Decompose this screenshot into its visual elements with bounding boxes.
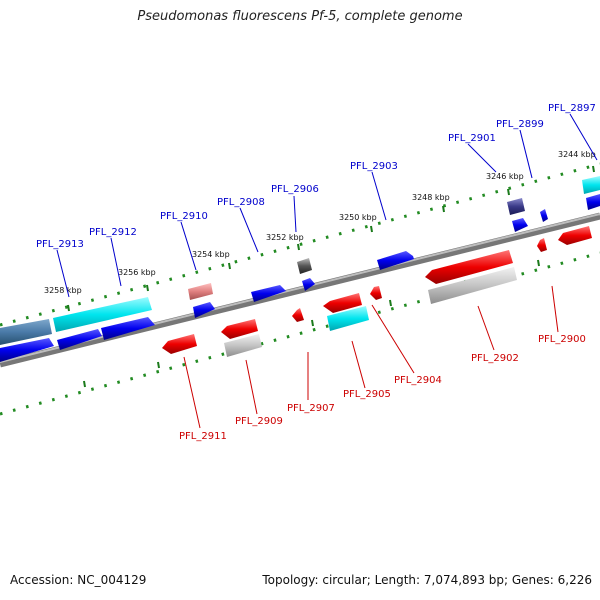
gene-arrow-PFL_2912[interactable] xyxy=(53,297,152,332)
gene-arrow-PFL_2904[interactable] xyxy=(370,286,382,300)
kbp-label-3244: 3244 kbp xyxy=(558,150,596,159)
forward-genes xyxy=(0,176,600,362)
gene-label-PFL_2902[interactable]: PFL_2902 xyxy=(471,353,519,364)
reverse-gene-labels: PFL_2900 PFL_2902 PFL_2904 PFL_2905 PFL_… xyxy=(179,334,586,442)
gene-arrow-PFL_2908[interactable] xyxy=(251,285,286,302)
gene-label-PFL_2909[interactable]: PFL_2909 xyxy=(235,416,283,427)
gene-arrow-PFL_2902-b[interactable] xyxy=(428,267,517,304)
gene-arrow-PFL_2897-b[interactable] xyxy=(586,194,600,210)
gene-label-PFL_2910[interactable]: PFL_2910 xyxy=(160,211,208,222)
major-ticks xyxy=(67,165,595,388)
gene-arrow-PFL_2906-b[interactable] xyxy=(302,278,315,291)
gene-label-PFL_2904[interactable]: PFL_2904 xyxy=(394,375,442,386)
gene-arrow-PFL_2913[interactable] xyxy=(0,319,52,345)
gene-arrow-PFL_2913-b[interactable] xyxy=(57,329,102,350)
genome-backbone xyxy=(0,212,600,368)
gene-arrow-PFL_2909[interactable] xyxy=(221,319,258,339)
gene-label-PFL_2908[interactable]: PFL_2908 xyxy=(217,197,265,208)
gene-label-PFL_2911[interactable]: PFL_2911 xyxy=(179,431,227,442)
gene-label-PFL_2905[interactable]: PFL_2905 xyxy=(343,389,391,400)
gene-arrow-PFL_2909-b[interactable] xyxy=(224,334,262,357)
gene-arrow-PFL_2897[interactable] xyxy=(582,176,600,194)
gene-label-PFL_2897[interactable]: PFL_2897 xyxy=(548,103,596,114)
gene-arrow-PFL_2907[interactable] xyxy=(292,308,304,322)
kbp-label-3252: 3252 kbp xyxy=(266,233,304,242)
genome-summary-text: Topology: circular; Length: 7,074,893 bp… xyxy=(262,573,592,587)
forward-callouts xyxy=(56,113,598,298)
gene-arrow-PFL_2905[interactable] xyxy=(323,293,362,313)
reverse-genes xyxy=(162,226,592,357)
gene-arrow-PFL_2900-b[interactable] xyxy=(537,238,547,252)
gene-arrow-PFL_2902[interactable] xyxy=(425,250,513,284)
gene-arrow-PFL_2901[interactable] xyxy=(507,198,525,215)
accession-text: Accession: NC_004129 xyxy=(10,573,147,587)
kbp-label-3258: 3258 kbp xyxy=(44,286,82,295)
gene-label-PFL_2901[interactable]: PFL_2901 xyxy=(448,133,496,144)
map-title: Pseudomonas fluorescens Pf-5, complete g… xyxy=(137,9,463,24)
gene-label-PFL_2903[interactable]: PFL_2903 xyxy=(350,161,398,172)
reverse-tick-scale xyxy=(0,251,600,416)
genome-backbone-highlight xyxy=(0,213,600,363)
gene-label-PFL_2899[interactable]: PFL_2899 xyxy=(496,119,544,130)
gene-arrow-PFL_2903[interactable] xyxy=(377,251,414,270)
gene-arrow-PFL_2899[interactable] xyxy=(540,209,548,222)
gene-label-PFL_2912[interactable]: PFL_2912 xyxy=(89,227,137,238)
kbp-label-3256: 3256 kbp xyxy=(118,268,156,277)
kbp-label-3250: 3250 kbp xyxy=(339,213,377,222)
gene-label-PFL_2900[interactable]: PFL_2900 xyxy=(538,334,586,345)
gene-label-PFL_2913[interactable]: PFL_2913 xyxy=(36,239,84,250)
kbp-label-3246: 3246 kbp xyxy=(486,172,524,181)
gene-arrow-PFL_2910[interactable] xyxy=(188,283,213,300)
gene-label-PFL_2906[interactable]: PFL_2906 xyxy=(271,184,319,195)
forward-gene-labels: PFL_2897 PFL_2899 PFL_2901 PFL_2903 PFL_… xyxy=(36,103,596,250)
gene-arrow-PFL_2910-b[interactable] xyxy=(193,302,215,318)
gene-arrow-PFL_2906[interactable] xyxy=(297,258,312,274)
gene-label-PFL_2907[interactable]: PFL_2907 xyxy=(287,403,335,414)
gene-arrow-PFL_2912-b[interactable] xyxy=(101,317,155,340)
reverse-callouts xyxy=(183,285,559,429)
kbp-label-3254: 3254 kbp xyxy=(192,250,230,259)
gene-arrow-PFL_2905-b[interactable] xyxy=(327,306,369,331)
gene-arrow-PFL_2901-b[interactable] xyxy=(512,218,528,232)
forward-tick-scale xyxy=(0,162,600,327)
gene-arrow-forward-left[interactable] xyxy=(0,338,54,362)
gene-arrow-PFL_2911[interactable] xyxy=(162,334,197,354)
kbp-label-3248: 3248 kbp xyxy=(412,193,450,202)
gene-arrow-PFL_2900[interactable] xyxy=(558,226,592,245)
